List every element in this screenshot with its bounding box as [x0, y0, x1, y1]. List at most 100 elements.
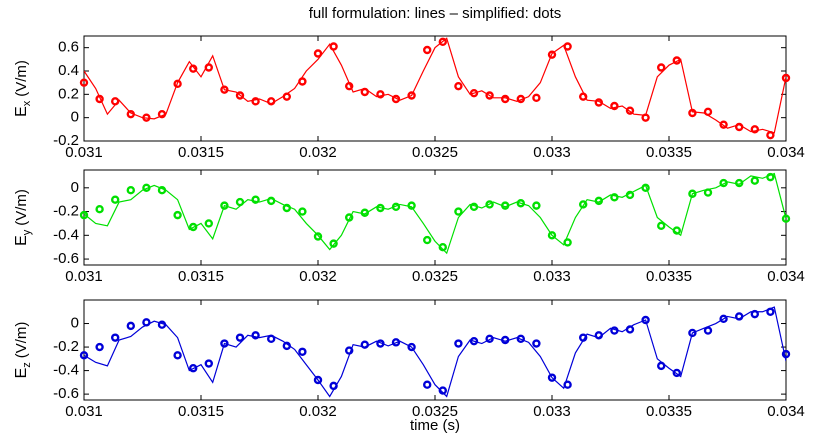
x-tick-label: 0.0315	[178, 268, 224, 285]
data-dot	[485, 200, 494, 209]
x-tick-label: 0.0335	[646, 268, 692, 285]
data-dot	[376, 339, 385, 348]
axes-frame	[83, 169, 787, 266]
data-dot	[204, 359, 213, 368]
data-dot	[329, 42, 338, 51]
data-dot	[423, 380, 432, 389]
data-dot	[251, 97, 260, 106]
y-tick-label: -0.2	[53, 203, 79, 220]
x-tick-label: 0.0335	[646, 403, 692, 420]
data-dot	[532, 339, 541, 348]
data-dot	[781, 349, 791, 359]
y-tick-label: -0.6	[53, 385, 79, 402]
data-line	[84, 37, 786, 134]
y-axis-label: Ey (V/m)	[13, 189, 33, 246]
data-dot	[391, 338, 401, 347]
data-dot	[391, 94, 401, 104]
x-tick-label: 0.0315	[178, 144, 224, 161]
data-dot	[688, 189, 697, 198]
data-dot	[547, 231, 557, 240]
y-tick-label: -0.2	[53, 132, 79, 149]
data-dot	[516, 94, 526, 104]
y-label-symbol: E	[13, 368, 30, 379]
data-dot	[688, 328, 697, 338]
data-dot	[657, 63, 666, 72]
data-dot	[360, 87, 369, 97]
data-dot	[625, 190, 635, 200]
y-tick-label: 0	[71, 179, 79, 196]
y-tick-label: -0.4	[53, 226, 79, 243]
y-tick-label: -0.6	[53, 250, 79, 267]
x-tick-label: 0.033	[533, 144, 571, 161]
data-dot	[157, 320, 167, 329]
data-dot	[485, 334, 494, 344]
data-dot	[454, 339, 463, 348]
data-dot	[719, 314, 728, 324]
x-tick-label: 0.033	[533, 403, 571, 420]
data-dot	[329, 381, 338, 391]
data-dot	[110, 97, 120, 106]
data-dot	[641, 113, 650, 122]
data-line	[84, 306, 786, 398]
data-dot	[298, 347, 307, 356]
data-dot	[781, 73, 791, 83]
data-dot	[532, 93, 541, 103]
data-dot	[189, 364, 198, 373]
y-label-symbol: E	[13, 106, 30, 117]
data-dot	[282, 203, 292, 213]
data-dot	[438, 386, 447, 395]
data-dot	[735, 122, 744, 132]
figure-title: full formulation: lines – simplified: do…	[309, 5, 562, 22]
x-tick-label: 0.033	[533, 268, 571, 285]
data-dot	[703, 188, 713, 197]
data-dot	[298, 77, 307, 86]
data-dot	[766, 307, 775, 316]
x-tick-label: 0.0325	[412, 403, 458, 420]
data-dot	[204, 63, 213, 72]
data-dot	[578, 200, 588, 209]
data-dot	[79, 351, 89, 360]
data-dot	[95, 94, 104, 104]
data-dot	[610, 101, 619, 111]
data-dot	[142, 113, 151, 122]
data-dot	[344, 81, 354, 91]
data-dot	[641, 315, 650, 325]
data-dot	[142, 183, 151, 193]
data-dot	[578, 92, 588, 101]
data-dot	[735, 312, 744, 321]
x-axis-label: time (s)	[410, 417, 460, 434]
data-dot	[594, 196, 603, 206]
data-dot	[501, 335, 510, 345]
data-dot	[126, 321, 136, 331]
data-dot	[719, 178, 728, 188]
data-dot	[79, 210, 89, 220]
y-tick-label: 0	[71, 109, 79, 126]
x-tick-label: 0.034	[767, 144, 805, 161]
data-dot	[95, 204, 104, 214]
y-tick-label: 0.2	[58, 85, 79, 102]
data-dot	[750, 309, 760, 319]
data-dot	[750, 176, 760, 185]
x-tick-label: 0.032	[299, 144, 337, 161]
data-dot	[469, 202, 479, 212]
data-dot	[423, 235, 432, 245]
data-dot	[547, 373, 557, 382]
y-tick-label: 0	[71, 314, 79, 331]
x-tick-label: 0.034	[767, 268, 805, 285]
data-dot	[251, 195, 260, 204]
data-dot	[157, 185, 167, 195]
data-dot	[703, 326, 713, 335]
data-dot	[610, 326, 619, 335]
data-dot	[423, 45, 432, 55]
data-dot	[438, 242, 447, 252]
y-label-unit: (V/m)	[13, 60, 30, 97]
data-dot	[360, 208, 369, 217]
x-tick-label: 0.031	[65, 403, 103, 420]
y-label-subscript: z	[21, 362, 33, 368]
data-dot	[610, 193, 619, 202]
data-dot	[235, 333, 245, 342]
data-dot	[641, 183, 650, 193]
data-dot	[282, 92, 292, 101]
data-dot	[594, 331, 603, 340]
